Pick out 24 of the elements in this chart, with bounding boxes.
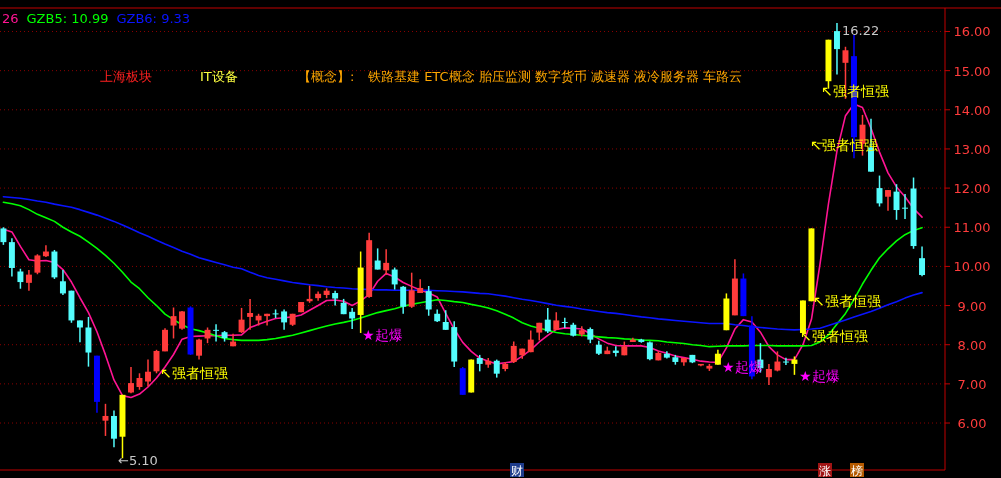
y-tick-label: 6.00	[957, 416, 987, 432]
y-tick-label: 12.00	[953, 181, 991, 197]
annotation: 【概念】:	[298, 69, 355, 84]
y-tick-label: 15.00	[953, 63, 991, 79]
text: GZB5: 10.99	[26, 11, 109, 26]
annotation: ★起爆	[799, 368, 840, 384]
annotation: ↖强者恒强	[160, 365, 228, 381]
annotation: ↖强者恒强	[813, 293, 881, 309]
y-tick-label: 11.00	[953, 220, 991, 236]
annotation: IT设备	[200, 69, 238, 84]
text: GZB6: 9.33	[116, 11, 191, 26]
y-tick-label: 13.00	[953, 141, 991, 157]
text: 26	[2, 11, 19, 26]
y-tick-label: 14.00	[953, 102, 991, 118]
y-tick-label: 7.00	[957, 376, 987, 392]
y-tick-label: 8.00	[957, 337, 987, 353]
y-tick-label: 9.00	[957, 298, 987, 314]
annotation: 上海板块	[100, 69, 152, 84]
annotation: ←5.10	[118, 453, 158, 468]
annotation: 16.22	[842, 23, 880, 38]
annotation: 铁路基建 ETC概念 胎压监测 数字货币 减速器 液冷服务器 车路云	[367, 69, 743, 84]
annotation: ★起爆	[362, 327, 403, 343]
y-tick-label: 16.00	[953, 24, 991, 40]
y-tick-label: 10.00	[953, 259, 991, 275]
